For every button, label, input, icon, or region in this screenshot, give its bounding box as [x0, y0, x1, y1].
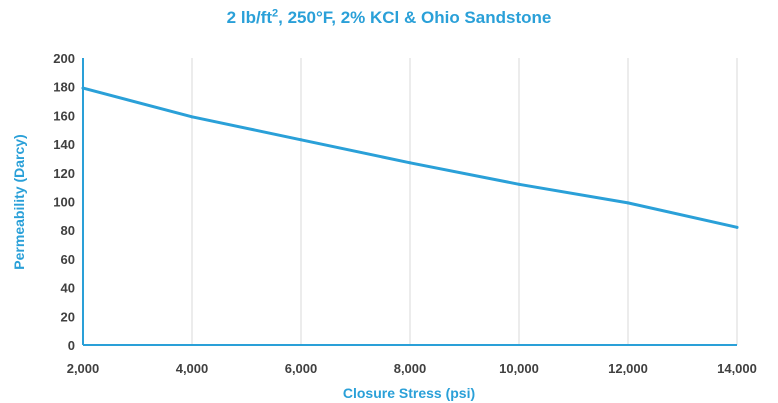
y-tick-label: 140 [53, 137, 75, 152]
chart-title-superscript: 2 [272, 7, 279, 20]
data-point [735, 225, 739, 229]
data-point [299, 138, 303, 142]
x-axis-label: Closure Stress (psi) [343, 385, 475, 401]
y-tick-label: 60 [61, 252, 75, 267]
x-tick-label: 14,000 [717, 361, 757, 376]
y-tick-label: 100 [53, 195, 75, 210]
x-tick-label: 6,000 [285, 361, 318, 376]
x-tick-label: 10,000 [499, 361, 539, 376]
x-tick-label: 4,000 [176, 361, 209, 376]
y-tick-label: 200 [53, 51, 75, 66]
data-point [81, 86, 85, 90]
y-tick-labels: 0 20 40 60 80 100 120 140 160 180 200 [53, 51, 75, 353]
y-tick-label: 80 [61, 223, 75, 238]
y-axis-label: Permeability (Darcy) [11, 134, 27, 269]
y-tick-label: 20 [61, 309, 75, 324]
data-point [190, 115, 194, 119]
chart-title-rest: , 250°F, 2% KCl & Ohio Sandstone [278, 8, 552, 27]
data-point [626, 201, 630, 205]
y-tick-label: 40 [61, 281, 75, 296]
y-tick-label: 160 [53, 108, 75, 123]
x-tick-label: 8,000 [394, 361, 427, 376]
axis-layer [82, 58, 737, 346]
x-tick-labels: 2,000 4,000 6,000 8,000 10,000 12,000 14,000 [67, 361, 757, 376]
y-tick-label: 180 [53, 80, 75, 95]
x-tick-label: 2,000 [67, 361, 100, 376]
chart-title: 2 lb/ft2, 250°F, 2% KCl & Ohio Sandstone [0, 8, 778, 28]
series-layer [81, 86, 739, 229]
data-point [517, 182, 521, 186]
chart-title-main: 2 lb/ft [226, 8, 273, 27]
x-tick-label: 12,000 [608, 361, 648, 376]
data-point [408, 161, 412, 165]
y-tick-label: 120 [53, 166, 75, 181]
y-tick-label: 0 [68, 338, 75, 353]
grid-layer [191, 58, 738, 345]
